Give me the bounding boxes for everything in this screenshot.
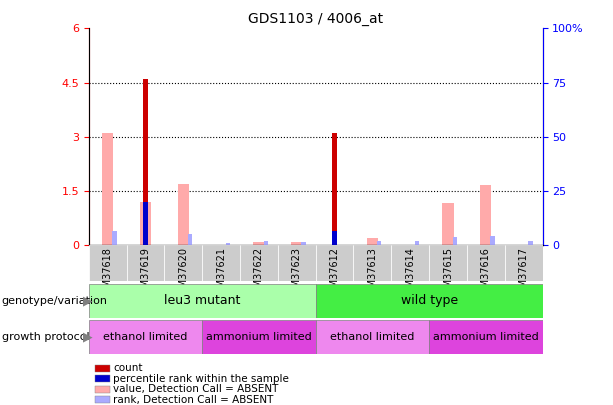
- Text: growth protocol: growth protocol: [2, 333, 89, 342]
- Title: GDS1103 / 4006_at: GDS1103 / 4006_at: [248, 12, 383, 26]
- Text: GSM37615: GSM37615: [443, 247, 453, 300]
- Bar: [391, 245, 429, 281]
- Text: ▶: ▶: [83, 331, 93, 344]
- Text: GSM37621: GSM37621: [216, 247, 226, 300]
- Bar: [528, 241, 533, 245]
- Bar: [164, 245, 202, 281]
- Text: wild type: wild type: [400, 294, 458, 307]
- Bar: [202, 245, 240, 281]
- Bar: [316, 245, 354, 281]
- Bar: [480, 185, 492, 245]
- Text: count: count: [113, 363, 143, 373]
- Text: value, Detection Call = ABSENT: value, Detection Call = ABSENT: [113, 384, 279, 394]
- Bar: [127, 245, 164, 281]
- Text: GSM37612: GSM37612: [330, 247, 340, 300]
- Bar: [278, 245, 316, 281]
- Bar: [140, 202, 151, 245]
- Text: GSM37620: GSM37620: [178, 247, 188, 300]
- Text: GSM37623: GSM37623: [292, 247, 302, 300]
- Text: ethanol limited: ethanol limited: [330, 332, 414, 342]
- Bar: [112, 230, 117, 245]
- Bar: [143, 202, 148, 245]
- Text: ammonium limited: ammonium limited: [206, 332, 312, 342]
- Bar: [264, 241, 268, 245]
- Text: genotype/variation: genotype/variation: [2, 296, 108, 306]
- Text: GSM37613: GSM37613: [367, 247, 378, 300]
- Bar: [429, 245, 467, 281]
- Text: GSM37614: GSM37614: [405, 247, 415, 300]
- Bar: [253, 242, 265, 245]
- Bar: [443, 203, 454, 245]
- Text: GSM37618: GSM37618: [103, 247, 113, 300]
- Text: ammonium limited: ammonium limited: [433, 332, 539, 342]
- Text: leu3 mutant: leu3 mutant: [164, 294, 240, 307]
- Bar: [102, 133, 113, 245]
- Bar: [332, 230, 337, 245]
- Text: percentile rank within the sample: percentile rank within the sample: [113, 374, 289, 384]
- Bar: [504, 245, 543, 281]
- Bar: [316, 284, 543, 318]
- Bar: [316, 320, 429, 354]
- Bar: [89, 320, 202, 354]
- Bar: [332, 133, 337, 245]
- Bar: [415, 241, 419, 245]
- Bar: [429, 320, 543, 354]
- Text: GSM37622: GSM37622: [254, 247, 264, 300]
- Bar: [89, 245, 127, 281]
- Bar: [367, 238, 378, 245]
- Bar: [226, 243, 230, 245]
- Bar: [188, 234, 192, 245]
- Bar: [354, 245, 391, 281]
- Text: GSM37616: GSM37616: [481, 247, 491, 300]
- Text: ethanol limited: ethanol limited: [104, 332, 188, 342]
- Bar: [452, 237, 457, 245]
- Bar: [467, 245, 504, 281]
- Bar: [291, 242, 302, 245]
- Bar: [240, 245, 278, 281]
- Text: GSM37617: GSM37617: [519, 247, 528, 300]
- Bar: [302, 242, 306, 245]
- Text: ▶: ▶: [83, 294, 93, 307]
- Bar: [202, 320, 316, 354]
- Bar: [178, 183, 189, 245]
- Bar: [490, 236, 495, 245]
- Text: GSM37619: GSM37619: [140, 247, 151, 300]
- Bar: [143, 79, 148, 245]
- Bar: [377, 241, 381, 245]
- Text: rank, Detection Call = ABSENT: rank, Detection Call = ABSENT: [113, 395, 274, 405]
- Bar: [89, 284, 316, 318]
